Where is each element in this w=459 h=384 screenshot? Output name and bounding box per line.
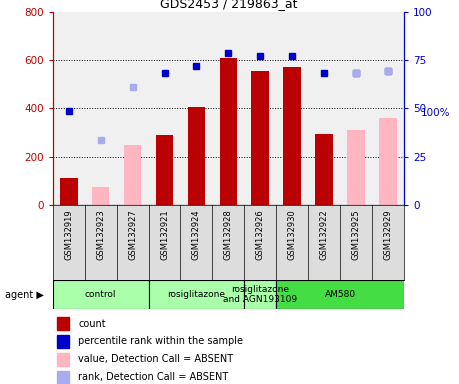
Bar bbox=[53, 12, 85, 205]
Text: agent ▶: agent ▶ bbox=[5, 290, 44, 300]
Bar bbox=[244, 12, 276, 205]
Bar bbox=[276, 12, 308, 205]
Bar bbox=[252, 71, 269, 205]
Bar bbox=[219, 58, 237, 205]
Bar bbox=[213, 12, 244, 205]
Bar bbox=[283, 67, 301, 205]
Bar bbox=[149, 12, 180, 205]
Bar bbox=[213, 12, 244, 205]
Title: GDS2453 / 219863_at: GDS2453 / 219863_at bbox=[160, 0, 297, 10]
Bar bbox=[57, 371, 69, 383]
Bar bbox=[117, 12, 149, 205]
Text: GSM132923: GSM132923 bbox=[96, 209, 105, 260]
Text: control: control bbox=[85, 290, 117, 299]
Bar bbox=[213, 12, 244, 205]
Bar bbox=[308, 12, 340, 205]
Text: GSM132927: GSM132927 bbox=[128, 209, 137, 260]
Text: rosiglitazone
and AGN193109: rosiglitazone and AGN193109 bbox=[223, 285, 297, 305]
Text: percentile rank within the sample: percentile rank within the sample bbox=[78, 336, 243, 346]
Bar bbox=[308, 12, 340, 205]
Bar bbox=[57, 335, 69, 348]
Bar bbox=[117, 12, 149, 205]
Text: GSM132925: GSM132925 bbox=[352, 209, 360, 260]
Bar bbox=[180, 12, 213, 205]
Bar bbox=[149, 12, 180, 205]
Text: rosiglitazone: rosiglitazone bbox=[168, 290, 225, 299]
Bar bbox=[85, 12, 117, 205]
Bar bbox=[244, 12, 276, 205]
Bar bbox=[276, 280, 404, 309]
Bar bbox=[315, 134, 333, 205]
Bar bbox=[340, 12, 372, 205]
Bar bbox=[85, 12, 117, 205]
Bar bbox=[276, 12, 308, 205]
Bar bbox=[347, 130, 365, 205]
Bar bbox=[276, 12, 308, 205]
Bar bbox=[372, 12, 404, 205]
Bar bbox=[149, 280, 244, 309]
Bar bbox=[244, 280, 276, 309]
Text: GSM132929: GSM132929 bbox=[383, 209, 392, 260]
Bar bbox=[156, 135, 174, 205]
Text: GSM132921: GSM132921 bbox=[160, 209, 169, 260]
Bar bbox=[57, 317, 69, 330]
Text: count: count bbox=[78, 319, 106, 329]
Bar bbox=[188, 107, 205, 205]
Text: GSM132924: GSM132924 bbox=[192, 209, 201, 260]
Bar bbox=[149, 12, 180, 205]
Bar bbox=[372, 12, 404, 205]
Bar bbox=[124, 145, 141, 205]
Bar bbox=[340, 12, 372, 205]
Text: rank, Detection Call = ABSENT: rank, Detection Call = ABSENT bbox=[78, 372, 228, 382]
Bar bbox=[180, 12, 213, 205]
Text: GSM132919: GSM132919 bbox=[64, 209, 73, 260]
Bar bbox=[85, 12, 117, 205]
Bar bbox=[372, 12, 404, 205]
Bar bbox=[53, 280, 149, 309]
Y-axis label: 100%: 100% bbox=[420, 109, 450, 119]
Bar bbox=[180, 12, 213, 205]
Text: value, Detection Call = ABSENT: value, Detection Call = ABSENT bbox=[78, 354, 233, 364]
Bar bbox=[117, 12, 149, 205]
Text: GSM132930: GSM132930 bbox=[288, 209, 297, 260]
Text: GSM132926: GSM132926 bbox=[256, 209, 265, 260]
Bar bbox=[308, 12, 340, 205]
Bar bbox=[53, 12, 85, 205]
Bar bbox=[53, 12, 85, 205]
Bar bbox=[379, 118, 397, 205]
Bar bbox=[340, 12, 372, 205]
Bar bbox=[244, 12, 276, 205]
Bar bbox=[57, 353, 69, 366]
Text: AM580: AM580 bbox=[325, 290, 356, 299]
Bar bbox=[60, 177, 78, 205]
Bar bbox=[92, 187, 109, 205]
Text: GSM132928: GSM132928 bbox=[224, 209, 233, 260]
Text: GSM132922: GSM132922 bbox=[319, 209, 329, 260]
